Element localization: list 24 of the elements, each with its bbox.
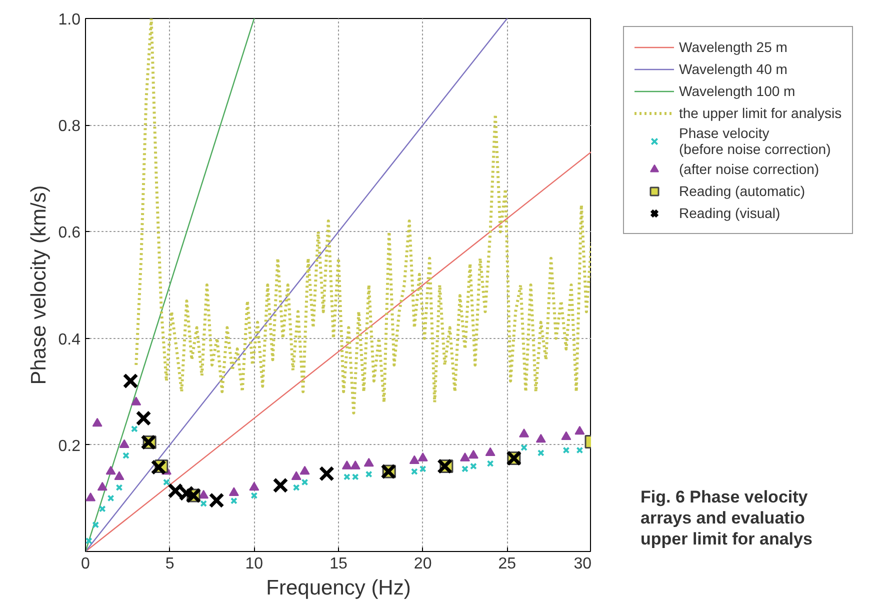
legend-label: (after noise correction) <box>679 160 820 179</box>
line-series <box>134 18 591 414</box>
y-tick-label: 0.4 <box>58 331 81 348</box>
legend-label: Wavelength 100 m <box>679 82 796 101</box>
x-axis-title: Frequency (Hz) <box>266 576 411 600</box>
caption: Fig. 6 Phase velocity arrays and evaluatio upper limit for analys <box>640 488 812 548</box>
y-tick-label: 1.0 <box>58 12 81 28</box>
x-tick-label: 15 <box>330 556 348 572</box>
x-tick-label: 10 <box>245 556 264 572</box>
legend-label: Reading (visual) <box>679 204 780 223</box>
x-tick-label: 5 <box>165 556 174 572</box>
y-axis-title: Phase velocity (km/s) <box>27 185 50 385</box>
y-tick-label: 0.8 <box>58 118 81 136</box>
legend-label: Wavelength 25 m <box>679 38 788 57</box>
x-tick-label: 0 <box>81 556 90 572</box>
legend-label: Wavelength 40 m <box>679 60 788 79</box>
legend-label: Phase velocity (before noise correction) <box>679 125 831 157</box>
y-tick-label: 0.6 <box>58 224 81 242</box>
y-tick-label: 0.2 <box>58 438 81 455</box>
legend-label: Reading (automatic) <box>679 182 806 201</box>
x-tick-label: 25 <box>498 556 516 572</box>
x-tick-label: 30 <box>574 556 592 572</box>
x-tick-label: 20 <box>414 556 432 572</box>
legend-label: the upper limit for analysis <box>679 104 842 123</box>
